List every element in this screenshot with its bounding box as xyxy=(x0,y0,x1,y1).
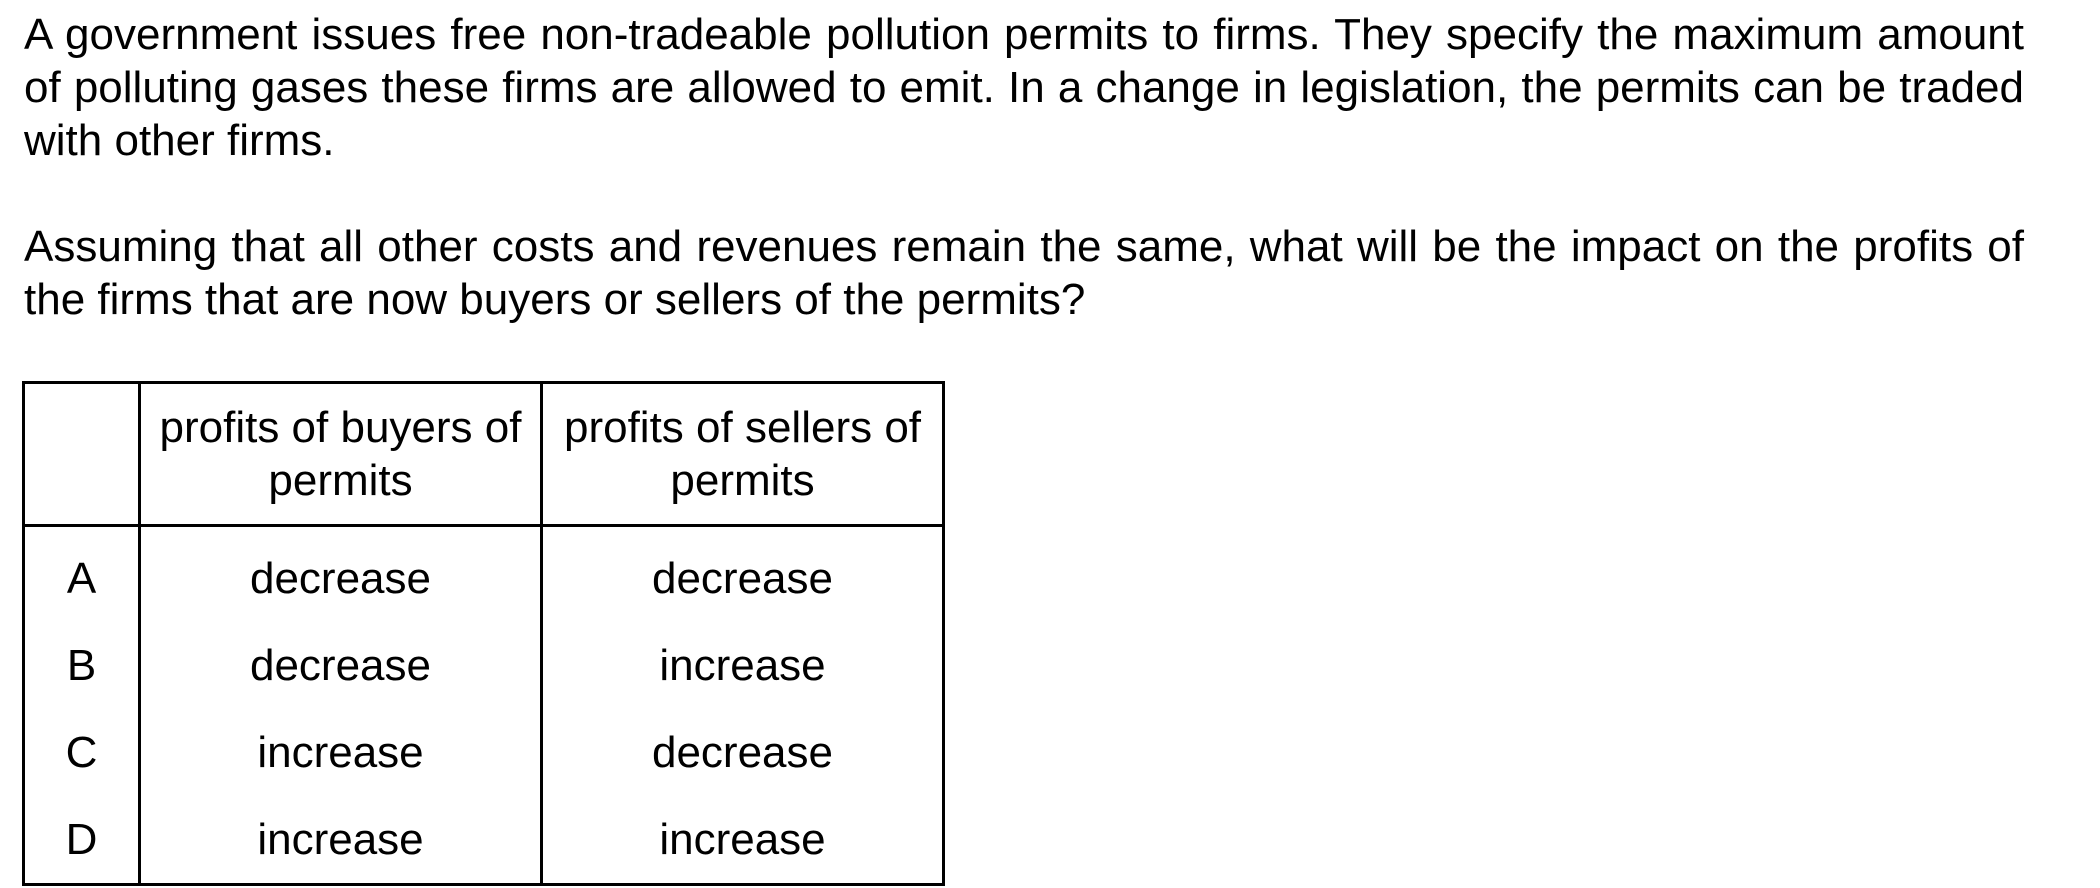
question-paragraph-1: A government issues free non-tradeable p… xyxy=(24,10,2024,165)
option-letter: D xyxy=(22,796,141,885)
table-row: B decrease increase xyxy=(22,622,945,709)
buyers-cell: increase xyxy=(138,709,543,796)
buyers-cell: decrease xyxy=(138,622,543,709)
buyers-cell: decrease xyxy=(138,525,543,622)
header-sellers: profits of sellers of permits xyxy=(540,382,945,527)
table-row: D increase increase xyxy=(22,796,945,885)
answer-options-table: profits of buyers of permits profits of … xyxy=(22,381,945,886)
table-row: C increase decrease xyxy=(22,709,945,796)
header-blank-cell xyxy=(22,382,141,527)
table-header-row: profits of buyers of permits profits of … xyxy=(22,382,945,527)
sellers-cell: decrease xyxy=(540,525,945,622)
option-letter: B xyxy=(22,622,141,709)
header-buyers: profits of buyers of permits xyxy=(138,382,543,527)
question-stem: A government issues free non-tradeable p… xyxy=(24,8,2024,326)
sellers-cell: decrease xyxy=(540,709,945,796)
option-letter: A xyxy=(22,525,141,622)
sellers-cell: increase xyxy=(540,622,945,709)
sellers-cell: increase xyxy=(540,796,945,885)
question-paragraph-2: Assuming that all other costs and revenu… xyxy=(24,222,2024,324)
table-row: A decrease decrease xyxy=(22,525,945,622)
buyers-cell: increase xyxy=(138,796,543,885)
option-letter: C xyxy=(22,709,141,796)
